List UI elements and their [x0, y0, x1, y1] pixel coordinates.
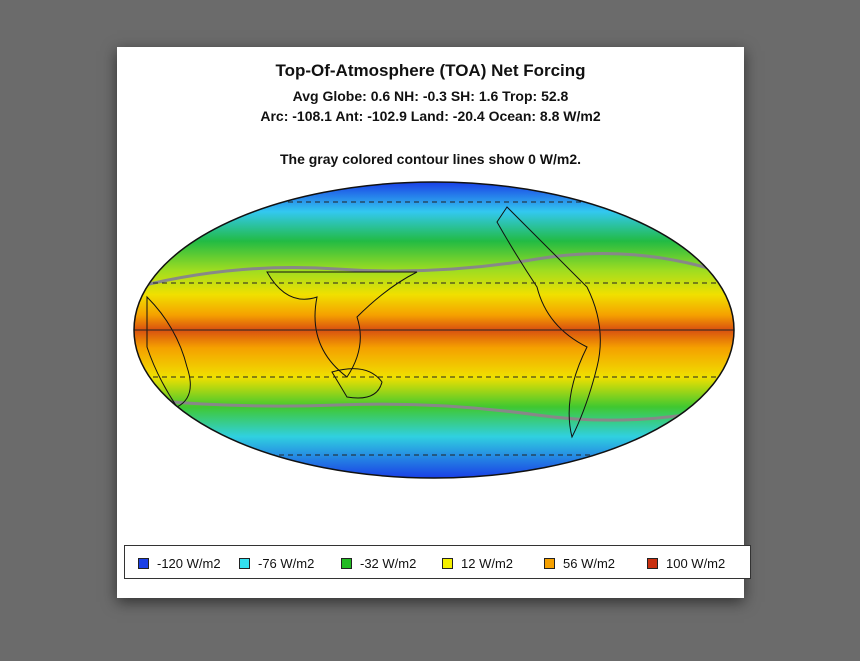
stats-line: Avg Globe: 0.6 NH: -0.3 SH: 1.6 Trop: 52…	[292, 88, 569, 104]
coastline	[331, 368, 383, 399]
legend-item: -120 W/m2	[138, 556, 221, 571]
legend-label: 56 W/m2	[563, 556, 616, 571]
legend-swatch	[239, 558, 250, 569]
coastline	[146, 295, 191, 408]
legend-swatch	[647, 558, 658, 569]
stats-line: Arc: -108.1 Ant: -102.9 Land: -20.4 Ocea…	[260, 108, 601, 124]
legend-label: -32 W/m2	[360, 556, 417, 571]
zero-contour	[136, 251, 734, 289]
legend-label: -120 W/m2	[157, 556, 221, 571]
title: Top-Of-Atmosphere (TOA) Net Forcing	[275, 61, 586, 80]
legend-swatch	[442, 558, 453, 569]
legend-item: 12 W/m2	[442, 556, 513, 571]
legend-label: 100 W/m2	[666, 556, 726, 571]
legend-swatch	[341, 558, 352, 569]
note: The gray colored contour lines show 0 W/…	[279, 151, 582, 167]
world-map	[133, 181, 735, 479]
card: Top-Of-Atmosphere (TOA) Net Forcing Avg …	[117, 47, 751, 598]
legend-swatch	[138, 558, 149, 569]
legend-item: -76 W/m2	[239, 556, 314, 571]
legend-item: 100 W/m2	[647, 556, 725, 571]
zero-contour	[136, 397, 734, 422]
legend-swatch	[544, 558, 555, 569]
legend: -120 W/m2 -76 W/m2 -32 W/m2 12 W/m2 56 W/m2 1…	[124, 545, 751, 579]
map-border	[133, 181, 735, 479]
legend-item: -32 W/m2	[341, 556, 416, 571]
coastline	[496, 206, 601, 439]
legend-label: -76 W/m2	[258, 556, 315, 571]
legend-item: 56 W/m2	[544, 556, 615, 571]
legend-label: 12 W/m2	[461, 556, 514, 571]
